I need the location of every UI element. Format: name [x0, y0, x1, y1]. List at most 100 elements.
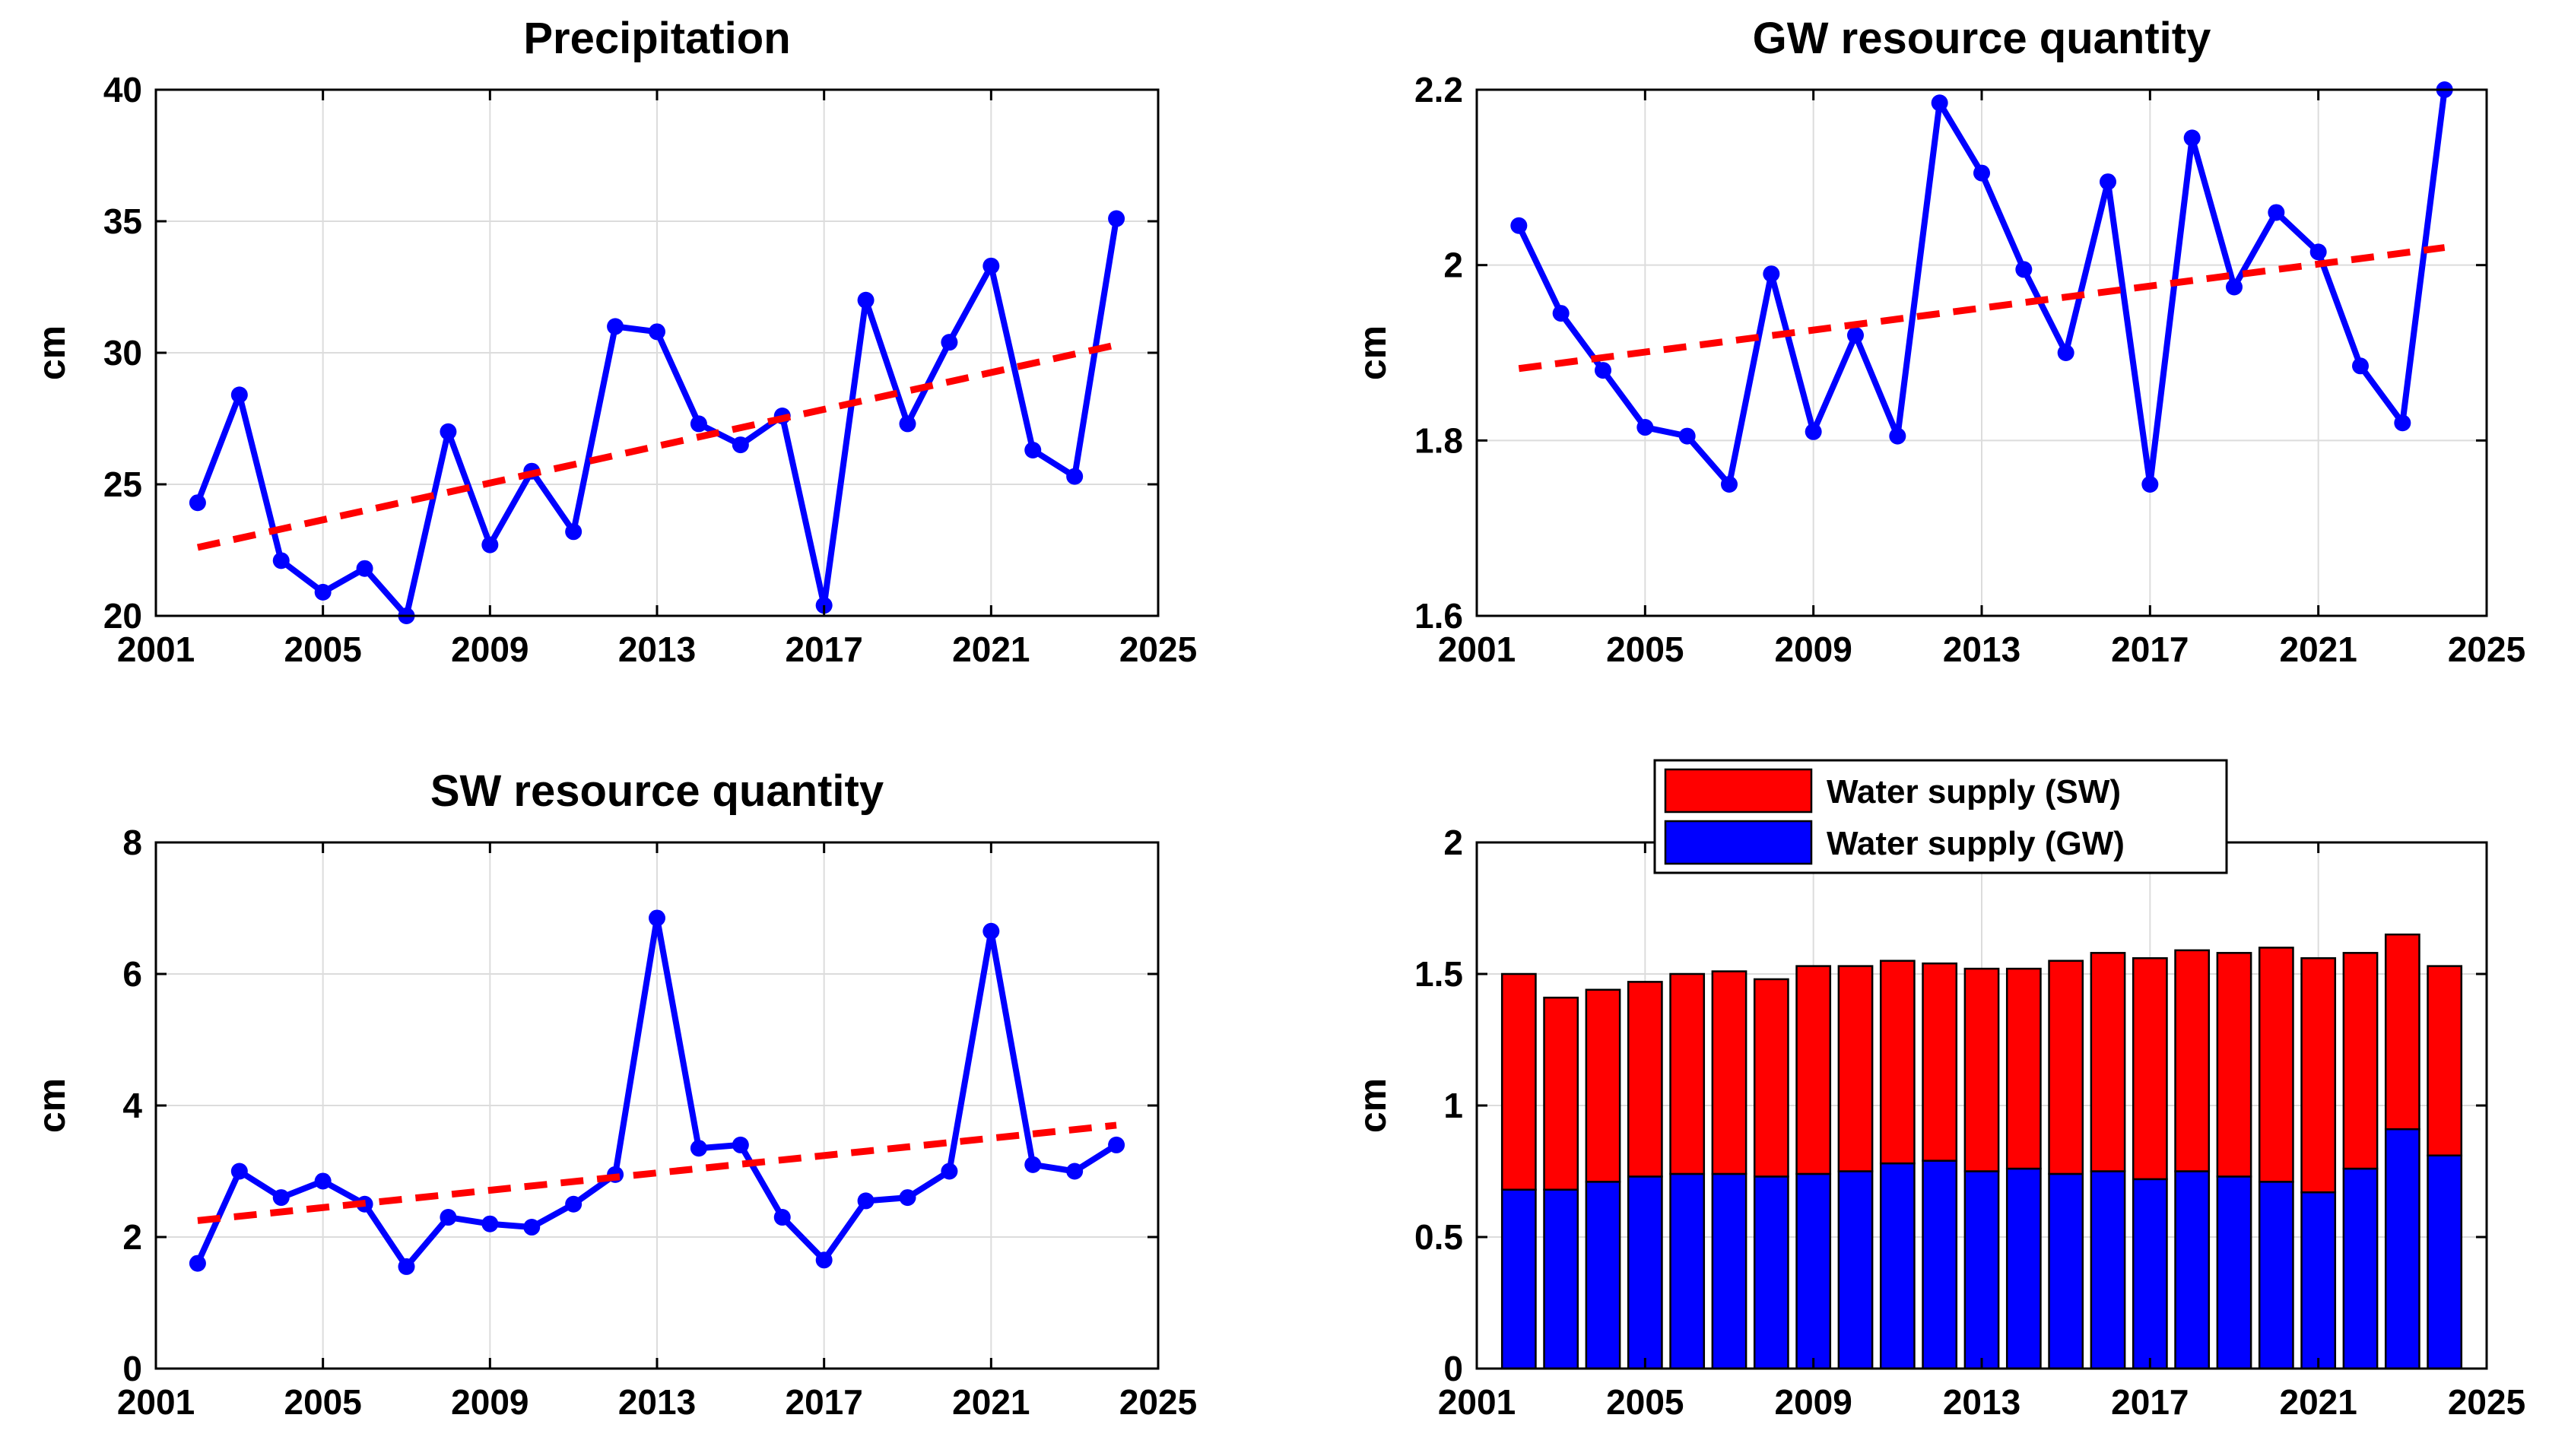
x-tick-label: 2005 [1606, 1382, 1684, 1422]
y-tick-label: 4 [122, 1086, 142, 1125]
x-tick-label: 2017 [2111, 1382, 2189, 1422]
data-point [565, 1195, 582, 1213]
x-tick-label: 2001 [117, 1382, 195, 1422]
bar-gw [1669, 1172, 1706, 1370]
data-point [1595, 362, 1611, 379]
x-tick-label: 2025 [2448, 630, 2525, 669]
x-tick-label: 2025 [2448, 1382, 2525, 1422]
data-point [1024, 442, 1042, 459]
y-axis-label: cm [1351, 1078, 1394, 1133]
x-tick-label: 2013 [1943, 630, 2020, 669]
data-point [982, 922, 1000, 940]
bar-gw [1585, 1181, 1621, 1370]
data-point [2268, 204, 2285, 221]
bar-sw [1879, 960, 1916, 1165]
chart-title: GW resource quantity [1753, 14, 2211, 63]
data-point [314, 583, 332, 601]
data-point [2226, 278, 2243, 296]
data-point [440, 1209, 457, 1226]
x-tick-label: 2005 [284, 630, 361, 669]
chart-title: Precipitation [523, 14, 790, 63]
x-tick-label: 2009 [1774, 630, 1852, 669]
x-tick-label: 2001 [1438, 1382, 1516, 1422]
data-point [1066, 468, 1084, 485]
x-tick-label: 2017 [785, 1382, 862, 1422]
y-tick-label: 1.5 [1414, 954, 1463, 994]
bar-gw [1879, 1162, 1916, 1370]
y-tick-label: 20 [103, 596, 142, 636]
data-point [272, 1189, 290, 1207]
data-point [982, 257, 1000, 274]
data-point [398, 1258, 415, 1275]
x-tick-label: 2005 [1606, 630, 1684, 669]
bar-sw [1795, 965, 1832, 1175]
data-point [1510, 217, 1528, 234]
x-tick-label: 2021 [952, 1382, 1030, 1422]
data-point [2100, 173, 2116, 191]
bar-gw [2258, 1181, 2294, 1370]
data-point [607, 318, 624, 335]
data-point [356, 560, 373, 577]
data-point [690, 415, 707, 433]
bar-sw [2048, 960, 2084, 1175]
bar-gw [1837, 1170, 1874, 1370]
data-point [1973, 164, 1990, 182]
y-axis-label: cm [1351, 325, 1394, 380]
data-point [1108, 1136, 1125, 1153]
data-point [815, 1251, 833, 1269]
y-axis-label: cm [30, 325, 73, 380]
chart-1: 2001 2005 2009 2013 2017 2021 20252025303540cm… [30, 14, 1197, 669]
data-point [690, 1140, 707, 1157]
bar-gw [2132, 1178, 2168, 1370]
x-tick-label: 2009 [451, 630, 529, 669]
data-point [2015, 261, 2033, 278]
data-point [2394, 414, 2411, 432]
y-axis-label: cm [30, 1078, 73, 1133]
bar-gw [2048, 1172, 2084, 1370]
data-point [1066, 1163, 1084, 1180]
bar-sw [1963, 967, 2000, 1172]
data-point [899, 1189, 916, 1207]
bar-gw [1543, 1188, 1579, 1370]
bar-sw [2090, 952, 2126, 1172]
y-tick-label: 35 [103, 201, 142, 241]
bar-gw [1963, 1170, 2000, 1370]
chart-3: 2001 2005 2009 2013 2017 2021 2025 0 2 4 6 8 cm SW re… [30, 766, 1197, 1422]
data-point [523, 1219, 541, 1236]
bar-gw [1753, 1175, 1789, 1370]
data-point [1847, 326, 1864, 344]
y-tick-label: 1.6 [1414, 596, 1463, 636]
data-point [899, 415, 916, 433]
bar-gw [1795, 1172, 1832, 1370]
data-point [1889, 427, 1906, 445]
data-point [1108, 210, 1125, 227]
bar-sw [2427, 965, 2463, 1156]
data-point [2309, 243, 2327, 261]
x-tick-label: 2013 [1943, 1382, 2020, 1422]
data-point [1024, 1156, 1042, 1173]
data-point [2183, 129, 2201, 147]
bar-gw [1711, 1172, 1747, 1370]
bar-gw [2090, 1170, 2126, 1370]
data-point [189, 1255, 206, 1272]
trend-line [1518, 244, 2446, 373]
y-tick-label: 30 [103, 333, 142, 373]
x-tick-label: 2005 [284, 1382, 361, 1422]
bar-gw [2342, 1167, 2379, 1370]
bar-sw [2384, 933, 2420, 1131]
data-point [1721, 476, 1738, 493]
bar-gw [2427, 1154, 2463, 1370]
bar-sw [1585, 988, 1621, 1183]
bar-gw [1922, 1159, 1958, 1370]
y-tick-label: 0 [1443, 1349, 1463, 1388]
data-point [2352, 357, 2369, 375]
data-point [649, 323, 665, 341]
bar-sw [1837, 965, 1874, 1172]
data-point [2141, 476, 2159, 493]
data-point [941, 334, 958, 351]
data-point [230, 1163, 248, 1180]
bar-sw [1711, 970, 1747, 1175]
legend: Water supply (SW) Water supply (GW) [1653, 759, 2228, 874]
x-tick-label: 2017 [785, 630, 862, 669]
bar-gw [2005, 1167, 2042, 1370]
